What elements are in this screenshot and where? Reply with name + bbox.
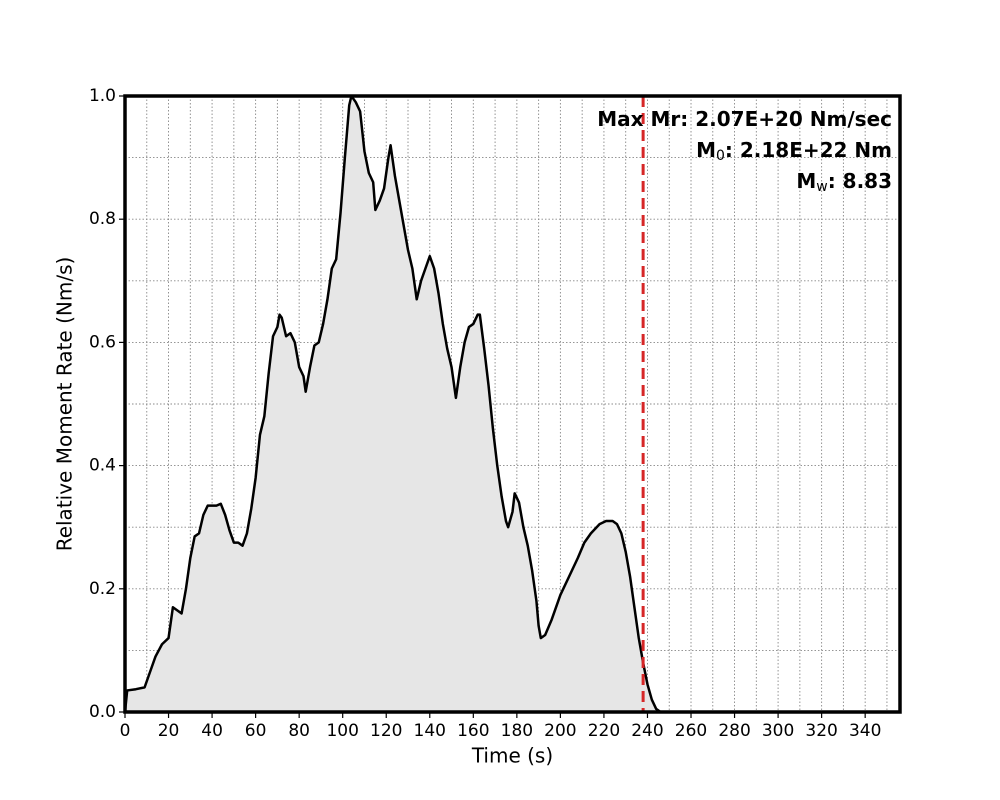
annotation-text: M	[796, 169, 816, 193]
area	[125, 96, 900, 712]
x-tick-label: 220	[588, 721, 620, 741]
x-tick-label: 280	[718, 721, 750, 741]
line	[123, 94, 900, 714]
x-tick-label: 100	[326, 721, 358, 741]
plot-frame	[123, 94, 902, 714]
y-tick-label: 0.4	[89, 456, 116, 476]
x-axis-label: Time (s)	[471, 744, 553, 768]
x-tick-label: 40	[201, 721, 223, 741]
x-tick-label: 300	[762, 721, 794, 741]
y-tick-label: 0.2	[89, 579, 116, 599]
annotation-subscript: 0	[716, 148, 725, 164]
x-tick-label: 120	[370, 721, 402, 741]
y-tick-label: 0.8	[89, 209, 116, 229]
x-tick-label: 260	[675, 721, 707, 741]
annotation: M0: 2.18E+22 Nm	[696, 138, 892, 165]
x-tick-label: 140	[414, 721, 446, 741]
annotation-subscript: w	[816, 179, 827, 195]
x-tick-label: 340	[849, 721, 881, 741]
annotation: Max Mr: 2.07E+20 Nm/sec	[597, 107, 892, 131]
x-tick-label: 320	[805, 721, 837, 741]
x-tick-label: 20	[158, 721, 180, 741]
x-tick-label: 80	[288, 721, 310, 741]
y-axis-label: Relative Moment Rate (Nm/s)	[53, 257, 77, 552]
y-tick-label: 0.0	[89, 702, 116, 722]
annotation-text: : 2.18E+22 Nm	[725, 138, 892, 162]
y-tick-label: 0.6	[89, 332, 116, 352]
x-tick-label: 60	[245, 721, 267, 741]
annotation: Mw: 8.83	[796, 169, 892, 196]
annotation-text: : 8.83	[828, 169, 892, 193]
x-tick-label: 180	[501, 721, 533, 741]
annotation-text: M	[696, 138, 716, 162]
x-tick-label: 200	[544, 721, 576, 741]
x-tick-label: 160	[457, 721, 489, 741]
annotation-text: Max Mr: 2.07E+20 Nm/sec	[597, 107, 892, 131]
x-tick-label: 240	[631, 721, 663, 741]
y-tick-label: 1.0	[89, 86, 116, 106]
x-tick-label: 0	[120, 721, 131, 741]
